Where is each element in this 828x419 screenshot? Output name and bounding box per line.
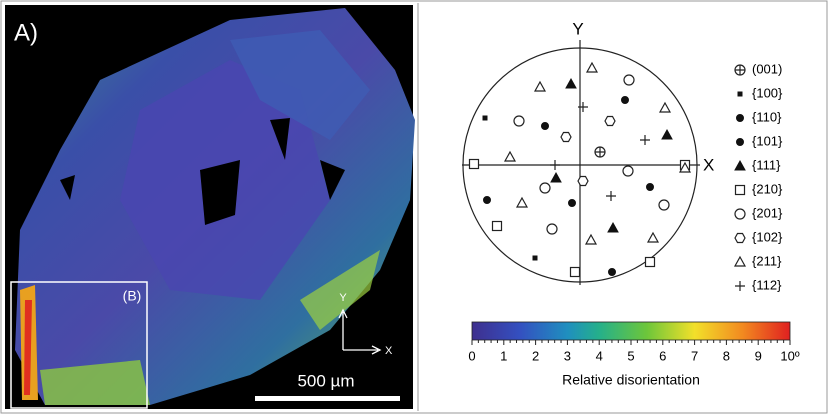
legend-symbol <box>734 232 746 244</box>
colorbar-tick-label: 1 <box>500 348 507 363</box>
rim <box>24 300 32 395</box>
legend-symbol <box>734 208 746 220</box>
void <box>200 160 240 225</box>
legend: (001) {100} {110} {101} {111} {210} {201} {102}… <box>734 61 783 292</box>
legend-symbol <box>736 138 744 146</box>
pf-axis-y: Y <box>572 19 583 38</box>
legend-label: {110} <box>752 109 782 124</box>
legend-symbol <box>736 114 744 122</box>
subgrain <box>230 30 370 140</box>
map-axis-x: X <box>385 345 393 357</box>
legend-label: {101} <box>752 133 783 148</box>
colorbar-label: Relative disorientation <box>562 372 700 388</box>
colorbar-tick-label: 0 <box>468 348 475 363</box>
colorbar-tick-label: 4 <box>596 348 603 363</box>
colorbar-tick-label: 5 <box>627 348 634 363</box>
scale-bar <box>255 396 400 401</box>
colorbar-tick-label: 6 <box>659 348 666 363</box>
colorbar-tick-label: 2 <box>532 348 539 363</box>
panel-label: A) <box>14 19 38 46</box>
legend-label: {111} <box>752 157 781 172</box>
colorbar: Relative disorientation 0 1 2 3 4 5 6 7 8 9 10º <box>468 321 800 388</box>
colorbar-gradient <box>471 321 791 341</box>
axis-arrows <box>338 308 382 355</box>
rim <box>40 360 150 405</box>
rim <box>300 250 380 330</box>
void <box>320 160 345 200</box>
scale-bar-label: 500 µm <box>297 371 354 390</box>
legend-symbol <box>734 64 746 76</box>
pole-figure: Y X (001) {100} {110} {101} {111} {210} {201} {… <box>462 19 783 292</box>
colorbar-tick-label: 8 <box>723 348 730 363</box>
legend-label: {210} <box>752 181 783 196</box>
legend-symbol <box>734 184 746 196</box>
colorbar-tick-label: 9 <box>755 348 762 363</box>
colorbar-tick-label: 3 <box>564 348 571 363</box>
legend-label: {102} <box>752 229 783 244</box>
map-axis-y: Y <box>339 292 347 304</box>
legend-label: {100} <box>752 85 783 100</box>
void <box>60 175 75 200</box>
legend-label: {211} <box>752 253 782 268</box>
inset-box <box>10 281 148 409</box>
colorbar-tick-label: 7 <box>691 348 698 363</box>
legend-label: {201} <box>752 205 783 220</box>
legend-symbol <box>737 91 743 97</box>
legend-label: (001) <box>752 61 782 76</box>
pf-axis-x: X <box>703 155 714 174</box>
colorbar-tick-label: 10º <box>780 348 799 363</box>
void <box>270 118 290 160</box>
legend-label: {112} <box>752 277 782 292</box>
inset-label: (B) <box>123 288 142 304</box>
orientation-map: A) (B) Y X 500 µm <box>5 5 415 409</box>
